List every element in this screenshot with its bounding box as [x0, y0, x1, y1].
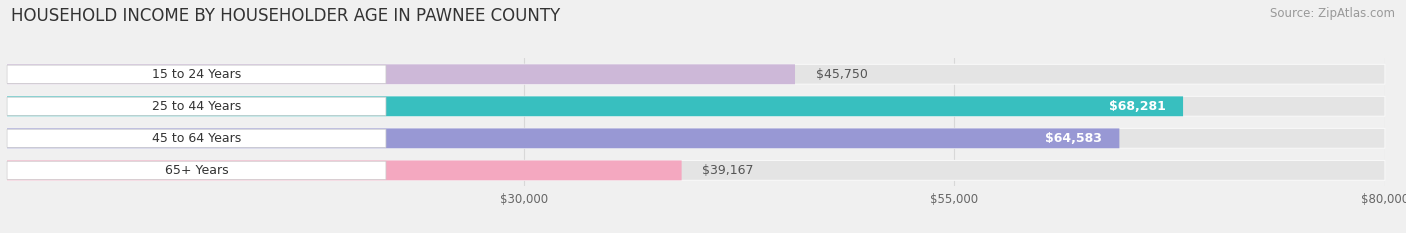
- Text: $64,583: $64,583: [1045, 132, 1102, 145]
- Text: $45,750: $45,750: [815, 68, 868, 81]
- FancyBboxPatch shape: [7, 161, 387, 179]
- Text: Source: ZipAtlas.com: Source: ZipAtlas.com: [1270, 7, 1395, 20]
- FancyBboxPatch shape: [7, 96, 1182, 116]
- Text: $39,167: $39,167: [702, 164, 754, 177]
- FancyBboxPatch shape: [7, 128, 1385, 148]
- Text: $68,281: $68,281: [1109, 100, 1166, 113]
- Text: 25 to 44 Years: 25 to 44 Years: [152, 100, 240, 113]
- FancyBboxPatch shape: [7, 96, 1385, 116]
- Text: HOUSEHOLD INCOME BY HOUSEHOLDER AGE IN PAWNEE COUNTY: HOUSEHOLD INCOME BY HOUSEHOLDER AGE IN P…: [11, 7, 561, 25]
- FancyBboxPatch shape: [7, 128, 1119, 148]
- Text: 15 to 24 Years: 15 to 24 Years: [152, 68, 240, 81]
- FancyBboxPatch shape: [7, 65, 387, 83]
- FancyBboxPatch shape: [7, 64, 1385, 84]
- FancyBboxPatch shape: [7, 64, 794, 84]
- Text: 45 to 64 Years: 45 to 64 Years: [152, 132, 240, 145]
- Text: 65+ Years: 65+ Years: [165, 164, 228, 177]
- FancyBboxPatch shape: [7, 97, 387, 115]
- FancyBboxPatch shape: [7, 161, 682, 180]
- FancyBboxPatch shape: [7, 129, 387, 147]
- FancyBboxPatch shape: [7, 161, 1385, 180]
